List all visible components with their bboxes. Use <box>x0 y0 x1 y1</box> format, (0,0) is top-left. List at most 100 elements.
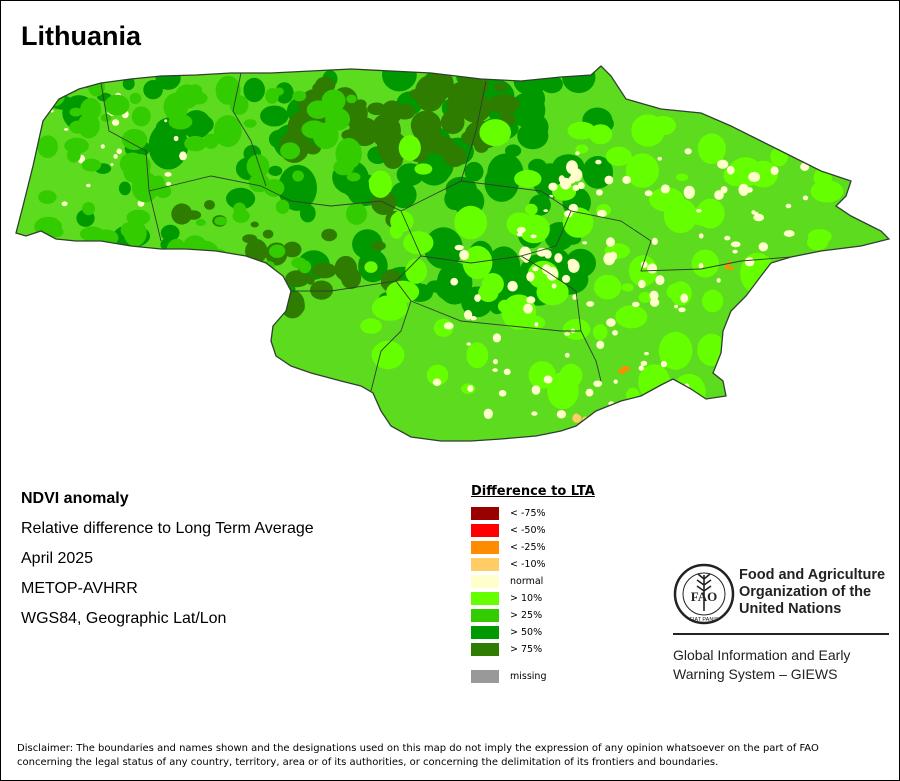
ndvi-patch <box>603 252 615 266</box>
admin-boundary-line <box>291 280 397 292</box>
ndvi-patch <box>61 201 68 207</box>
ndvi-patch <box>542 264 552 275</box>
legend-item: < -50% <box>471 522 595 539</box>
ndvi-patch <box>275 199 290 214</box>
ndvi-patch <box>530 234 537 239</box>
ndvi-patch <box>121 129 148 150</box>
ndvi-patch <box>432 378 442 386</box>
ndvi-patch <box>146 252 164 264</box>
ndvi-patch <box>310 280 333 300</box>
legend-swatch <box>471 575 499 588</box>
ndvi-patch <box>484 164 519 202</box>
ndvi-patch <box>770 300 804 326</box>
ndvi-patch <box>426 364 449 386</box>
ndvi-patch <box>606 318 616 327</box>
ndvi-patch <box>360 318 382 334</box>
fao-organization-name: Food and Agriculture Organization of the… <box>739 567 885 618</box>
ndvi-patch <box>809 296 832 318</box>
ndvi-patch <box>779 310 807 342</box>
ndvi-patch <box>454 205 488 240</box>
legend-title: Difference to LTA <box>471 484 595 499</box>
ndvi-patch <box>226 187 256 210</box>
ndvi-patch <box>807 234 829 251</box>
ndvi-patch <box>544 250 552 259</box>
ndvi-patch <box>532 266 539 272</box>
ndvi-patch <box>696 198 725 229</box>
ndvi-patch <box>638 365 644 371</box>
ndvi-patch <box>450 277 459 286</box>
ndvi-patch <box>63 128 69 131</box>
ndvi-patch <box>192 240 220 268</box>
ndvi-patch <box>674 304 679 309</box>
org-line: Food and Agriculture <box>739 567 886 583</box>
ndvi-patch <box>528 361 556 389</box>
ndvi-patch <box>263 179 285 197</box>
legend-item: > 50% <box>471 624 595 641</box>
legend-item: < -10% <box>471 556 595 573</box>
ndvi-patch <box>118 181 131 196</box>
ndvi-patch <box>86 183 91 188</box>
ndvi-patch <box>785 203 792 209</box>
ndvi-patch <box>479 119 512 147</box>
ndvi-patch <box>176 209 185 217</box>
ndvi-patch <box>606 237 615 247</box>
ndvi-patch <box>676 173 689 182</box>
legend-swatch <box>471 558 499 571</box>
ndvi-patch <box>131 106 151 127</box>
ndvi-patch <box>250 286 265 300</box>
ndvi-patch <box>748 171 761 183</box>
map-info-block: NDVI anomaly Relative difference to Long… <box>21 489 314 639</box>
ndvi-patch <box>531 411 538 416</box>
emblem-letters: FAO <box>691 589 717 604</box>
ndvi-patch <box>765 127 784 144</box>
ndvi-patch <box>179 271 203 288</box>
ndvi-patch <box>68 246 93 272</box>
legend-label: > 75% <box>510 644 543 655</box>
ndvi-patch <box>640 360 648 366</box>
ndvi-patch <box>246 154 270 179</box>
ndvi-patch <box>81 158 102 172</box>
ndvi-patch <box>732 249 738 254</box>
ndvi-patch <box>160 224 180 242</box>
ndvi-patch <box>513 68 548 95</box>
ndvi-patch <box>567 121 596 140</box>
ndvi-patch <box>638 291 652 303</box>
admin-boundary-line <box>410 300 581 332</box>
ndvi-patch <box>64 74 79 89</box>
ndvi-patch <box>597 209 607 217</box>
ndvi-patch <box>528 158 547 175</box>
ndvi-patch <box>780 114 814 140</box>
ndvi-patch <box>48 226 64 238</box>
legend-swatch <box>471 524 499 537</box>
ndvi-patch <box>575 151 580 156</box>
ndvi-patch <box>166 238 187 263</box>
ndvi-patch <box>389 223 404 239</box>
ndvi-patch <box>712 344 726 358</box>
ndvi-patch <box>116 148 122 155</box>
ndvi-patch <box>526 296 536 304</box>
ndvi-patch <box>181 300 202 322</box>
ndvi-patch <box>802 195 809 201</box>
ndvi-patch <box>206 303 231 329</box>
ndvi-patch <box>526 271 535 282</box>
ndvi-patch <box>443 145 467 168</box>
ndvi-patch <box>644 190 653 197</box>
admin-boundary-line <box>460 180 792 272</box>
ndvi-patch <box>224 258 250 287</box>
ndvi-patch <box>570 168 583 182</box>
ndvi-patch <box>383 150 403 169</box>
ndvi-patch <box>466 342 489 369</box>
ndvi-patch <box>648 407 655 412</box>
ndvi-patch <box>564 332 570 336</box>
ndvi-patch <box>467 385 474 392</box>
legend-label: > 10% <box>510 593 543 604</box>
ndvi-patch <box>585 388 594 397</box>
ndvi-patch <box>374 127 386 136</box>
ndvi-patch <box>638 279 646 289</box>
ndvi-patch <box>498 390 507 397</box>
ndvi-patch <box>586 301 595 307</box>
ndvi-patch <box>751 287 767 301</box>
ndvi-patch <box>221 274 234 288</box>
ndvi-patch <box>100 144 105 149</box>
ndvi-patch <box>178 263 213 291</box>
